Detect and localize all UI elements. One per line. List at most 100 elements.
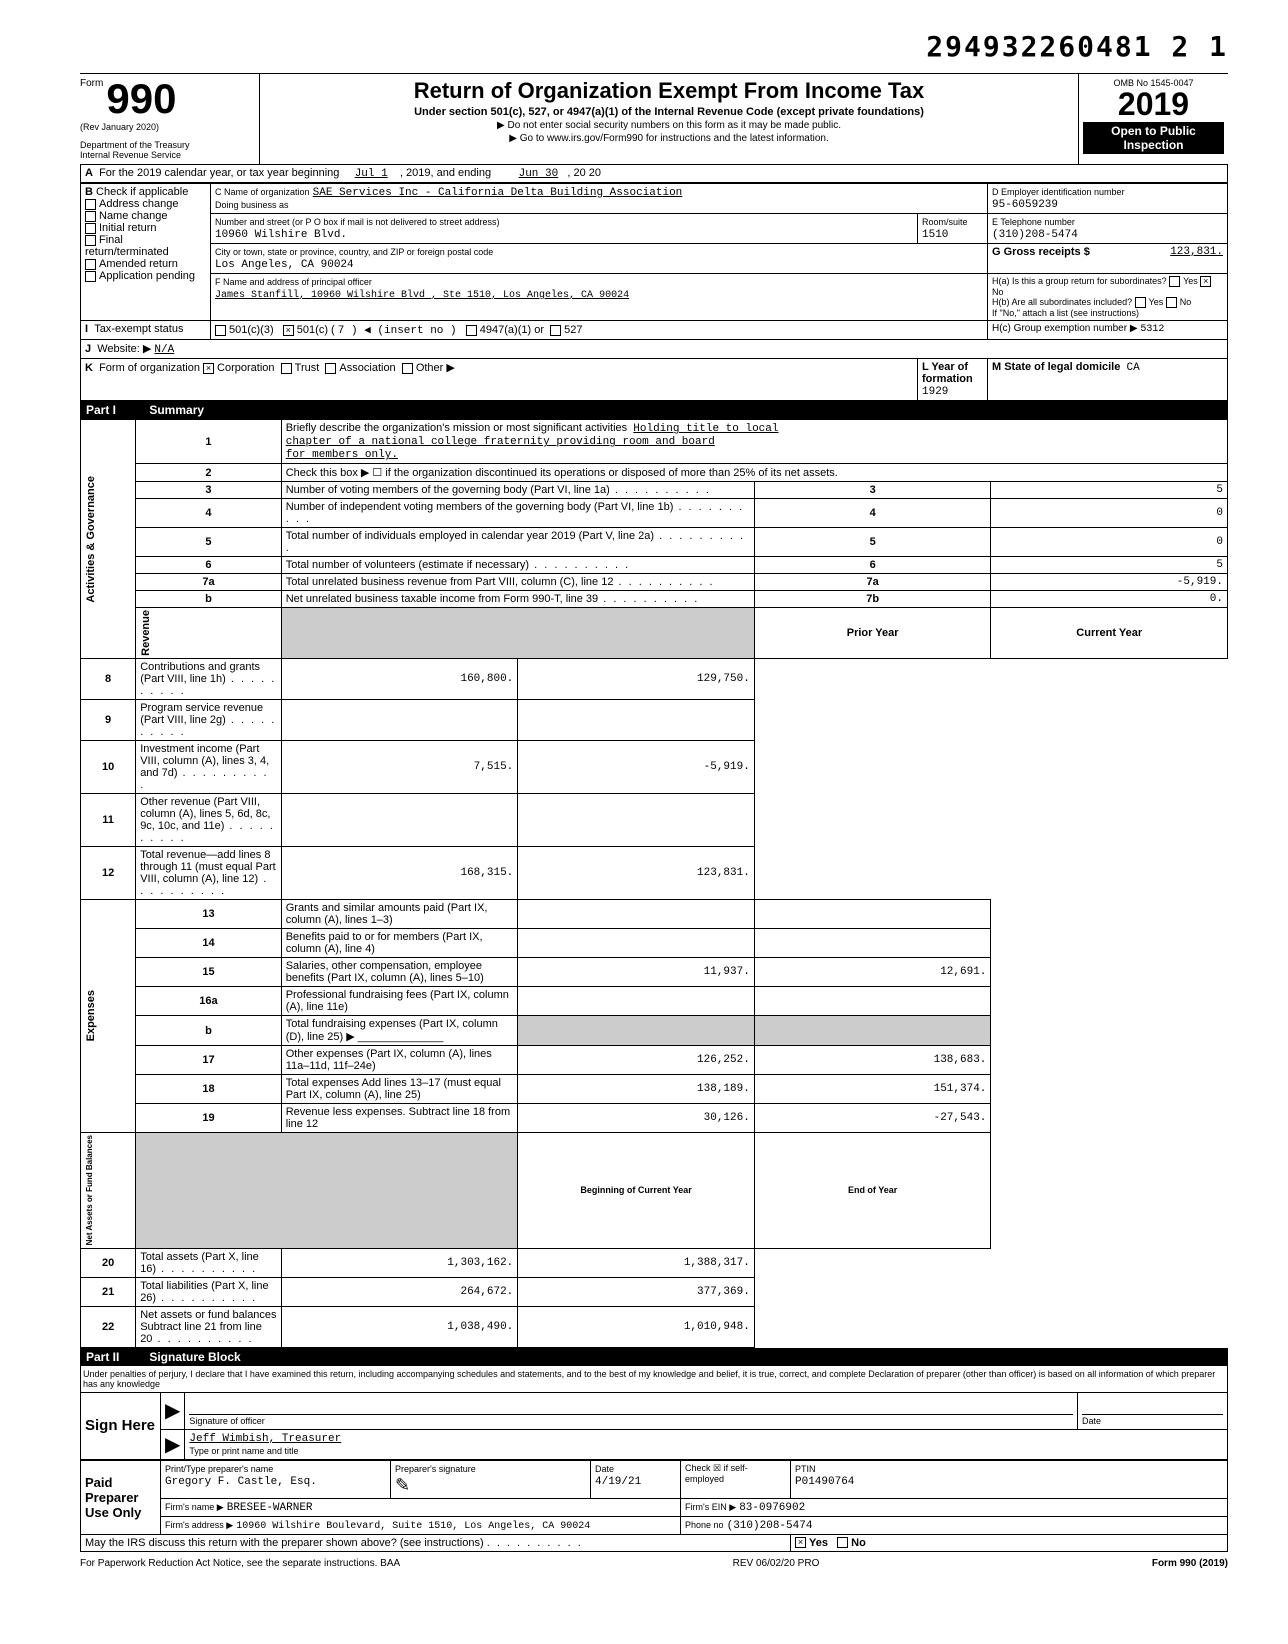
hb-no[interactable] (1166, 297, 1177, 308)
row-curr (518, 700, 755, 741)
cb-other[interactable] (402, 363, 413, 374)
box-f-label: F Name and address of principal officer (215, 277, 372, 287)
opt-assoc: Association (339, 362, 395, 374)
cb-4947[interactable] (466, 325, 477, 336)
check-self-emp: Check ☒ if self-employed (681, 1460, 791, 1498)
row-prior (518, 929, 755, 958)
row-text: Total expenses Add lines 13–17 (must equ… (281, 1075, 518, 1104)
row-text: Investment income (Part VIII, column (A)… (136, 741, 282, 794)
row-curr: 123,831. (518, 847, 755, 900)
firm-name-label: Firm's name ▶ (165, 1502, 224, 1512)
row-num: 19 (136, 1104, 282, 1133)
row-num: 8 (81, 659, 136, 700)
row-curr: 129,750. (518, 659, 755, 700)
row-prior: 1,038,490. (281, 1306, 518, 1347)
firm-ein-label: Firm's EIN ▶ (685, 1502, 736, 1512)
year-formation: 1929 (922, 386, 948, 398)
form-number: 990 (106, 78, 176, 120)
row-text: Contributions and grants (Part VIII, lin… (136, 659, 282, 700)
row-text: Other revenue (Part VIII, column (A), li… (136, 794, 282, 847)
opt-501c3: 501(c)(3) (229, 324, 274, 336)
part-i-title: Part I (86, 403, 146, 417)
row1-num: 1 (136, 420, 282, 464)
row-val: -5,919. (991, 574, 1228, 591)
cb-trust[interactable] (281, 363, 292, 374)
part-i-heading: Summary (149, 403, 204, 417)
org-name: SAE Services Inc - California Delta Buil… (313, 187, 683, 199)
row-val: 5 (991, 482, 1228, 499)
row-num: b (136, 1016, 282, 1046)
line-a-begin: Jul 1 (355, 168, 388, 180)
perjury-text: Under penalties of perjury, I declare th… (80, 1366, 1228, 1392)
row-num: 15 (136, 958, 282, 987)
row-curr (754, 929, 991, 958)
row-text: Net unrelated business taxable income fr… (281, 591, 754, 608)
cb-amended[interactable] (85, 259, 96, 270)
form-rev: (Rev January 2020) (80, 122, 253, 132)
firm-name: BRESEE-WARNER (227, 1502, 313, 1514)
col-begin: Beginning of Current Year (518, 1133, 755, 1248)
cb-app-pending[interactable] (85, 271, 96, 282)
row2-num: 2 (136, 464, 282, 482)
tax-year: 2019 (1083, 88, 1224, 120)
sign-here-label: Sign Here (85, 1417, 155, 1434)
row-curr: 12,691. (754, 958, 991, 987)
discuss-yes: Yes (809, 1537, 828, 1549)
city-value: Los Angeles, CA 90024 (215, 259, 354, 271)
row-prior: 168,315. (281, 847, 518, 900)
row-box: 7b (754, 591, 991, 608)
side-ag: Activities & Governance (85, 476, 97, 603)
col-current: Current Year (991, 608, 1228, 659)
row-num: 10 (81, 741, 136, 794)
row-val: 5 (991, 557, 1228, 574)
cb-address-change[interactable] (85, 199, 96, 210)
dba-label: Doing business as (215, 200, 289, 210)
hb-yes[interactable] (1135, 297, 1146, 308)
sig-officer-label: Signature of officer (189, 1416, 264, 1426)
side-exp: Expenses (85, 990, 97, 1041)
row-box: 5 (754, 528, 991, 557)
discuss-yes-cb[interactable]: × (795, 1537, 806, 1548)
ha-no[interactable]: × (1200, 276, 1211, 287)
cb-name-change[interactable] (85, 211, 96, 222)
row-num: 6 (136, 557, 282, 574)
form-note-url: ▶ Go to www.irs.gov/Form990 for instruct… (268, 133, 1070, 144)
firm-addr: 10960 Wilshire Boulevard, Suite 1510, Lo… (236, 1521, 590, 1532)
opt-corp: Corporation (217, 362, 274, 374)
col-prior: Prior Year (754, 608, 991, 659)
row-num: 5 (136, 528, 282, 557)
form-subtitle: Under section 501(c), 527, or 4947(a)(1)… (268, 106, 1070, 118)
opt-501c-num: 7 ) ◀ (insert no ) (338, 325, 457, 337)
lbl-address-change: Address change (99, 198, 179, 210)
cb-assoc[interactable] (325, 363, 336, 374)
ein-value: 95-6059239 (992, 199, 1058, 211)
row-val: 0. (991, 591, 1228, 608)
cb-corp[interactable]: × (203, 363, 214, 374)
cb-initial-return[interactable] (85, 223, 96, 234)
open-public-2: Inspection (1123, 138, 1183, 152)
row-num: 12 (81, 847, 136, 900)
city-label: City or town, state or province, country… (215, 247, 493, 257)
firm-phone: (310)208-5474 (727, 1520, 813, 1532)
page-footer: For Paperwork Reduction Act Notice, see … (80, 1558, 1228, 1569)
row-num: 16a (136, 987, 282, 1016)
form-header: Form 990 (Rev January 2020) Department o… (80, 73, 1228, 165)
cb-final-return[interactable] (85, 235, 96, 246)
row-text: Professional fundraising fees (Part IX, … (281, 987, 518, 1016)
prep-date: 4/19/21 (595, 1476, 641, 1488)
row-curr (754, 900, 991, 929)
row-prior: 11,937. (518, 958, 755, 987)
discuss-no: No (851, 1537, 866, 1549)
row-prior: 30,126. (518, 1104, 755, 1133)
cb-501c3[interactable] (215, 325, 226, 336)
cb-527[interactable] (550, 325, 561, 336)
ptin-label: PTIN (795, 1464, 816, 1474)
ha-yes[interactable] (1169, 276, 1180, 287)
row-prior (518, 900, 755, 929)
row-text: Salaries, other compensation, employee b… (281, 958, 518, 987)
line-a-end: Jun 30 (519, 168, 559, 180)
discuss-no-cb[interactable] (837, 1537, 848, 1548)
cb-501c[interactable]: × (283, 325, 294, 336)
discuss-text: May the IRS discuss this return with the… (85, 1537, 484, 1549)
row-curr: 151,374. (754, 1075, 991, 1104)
